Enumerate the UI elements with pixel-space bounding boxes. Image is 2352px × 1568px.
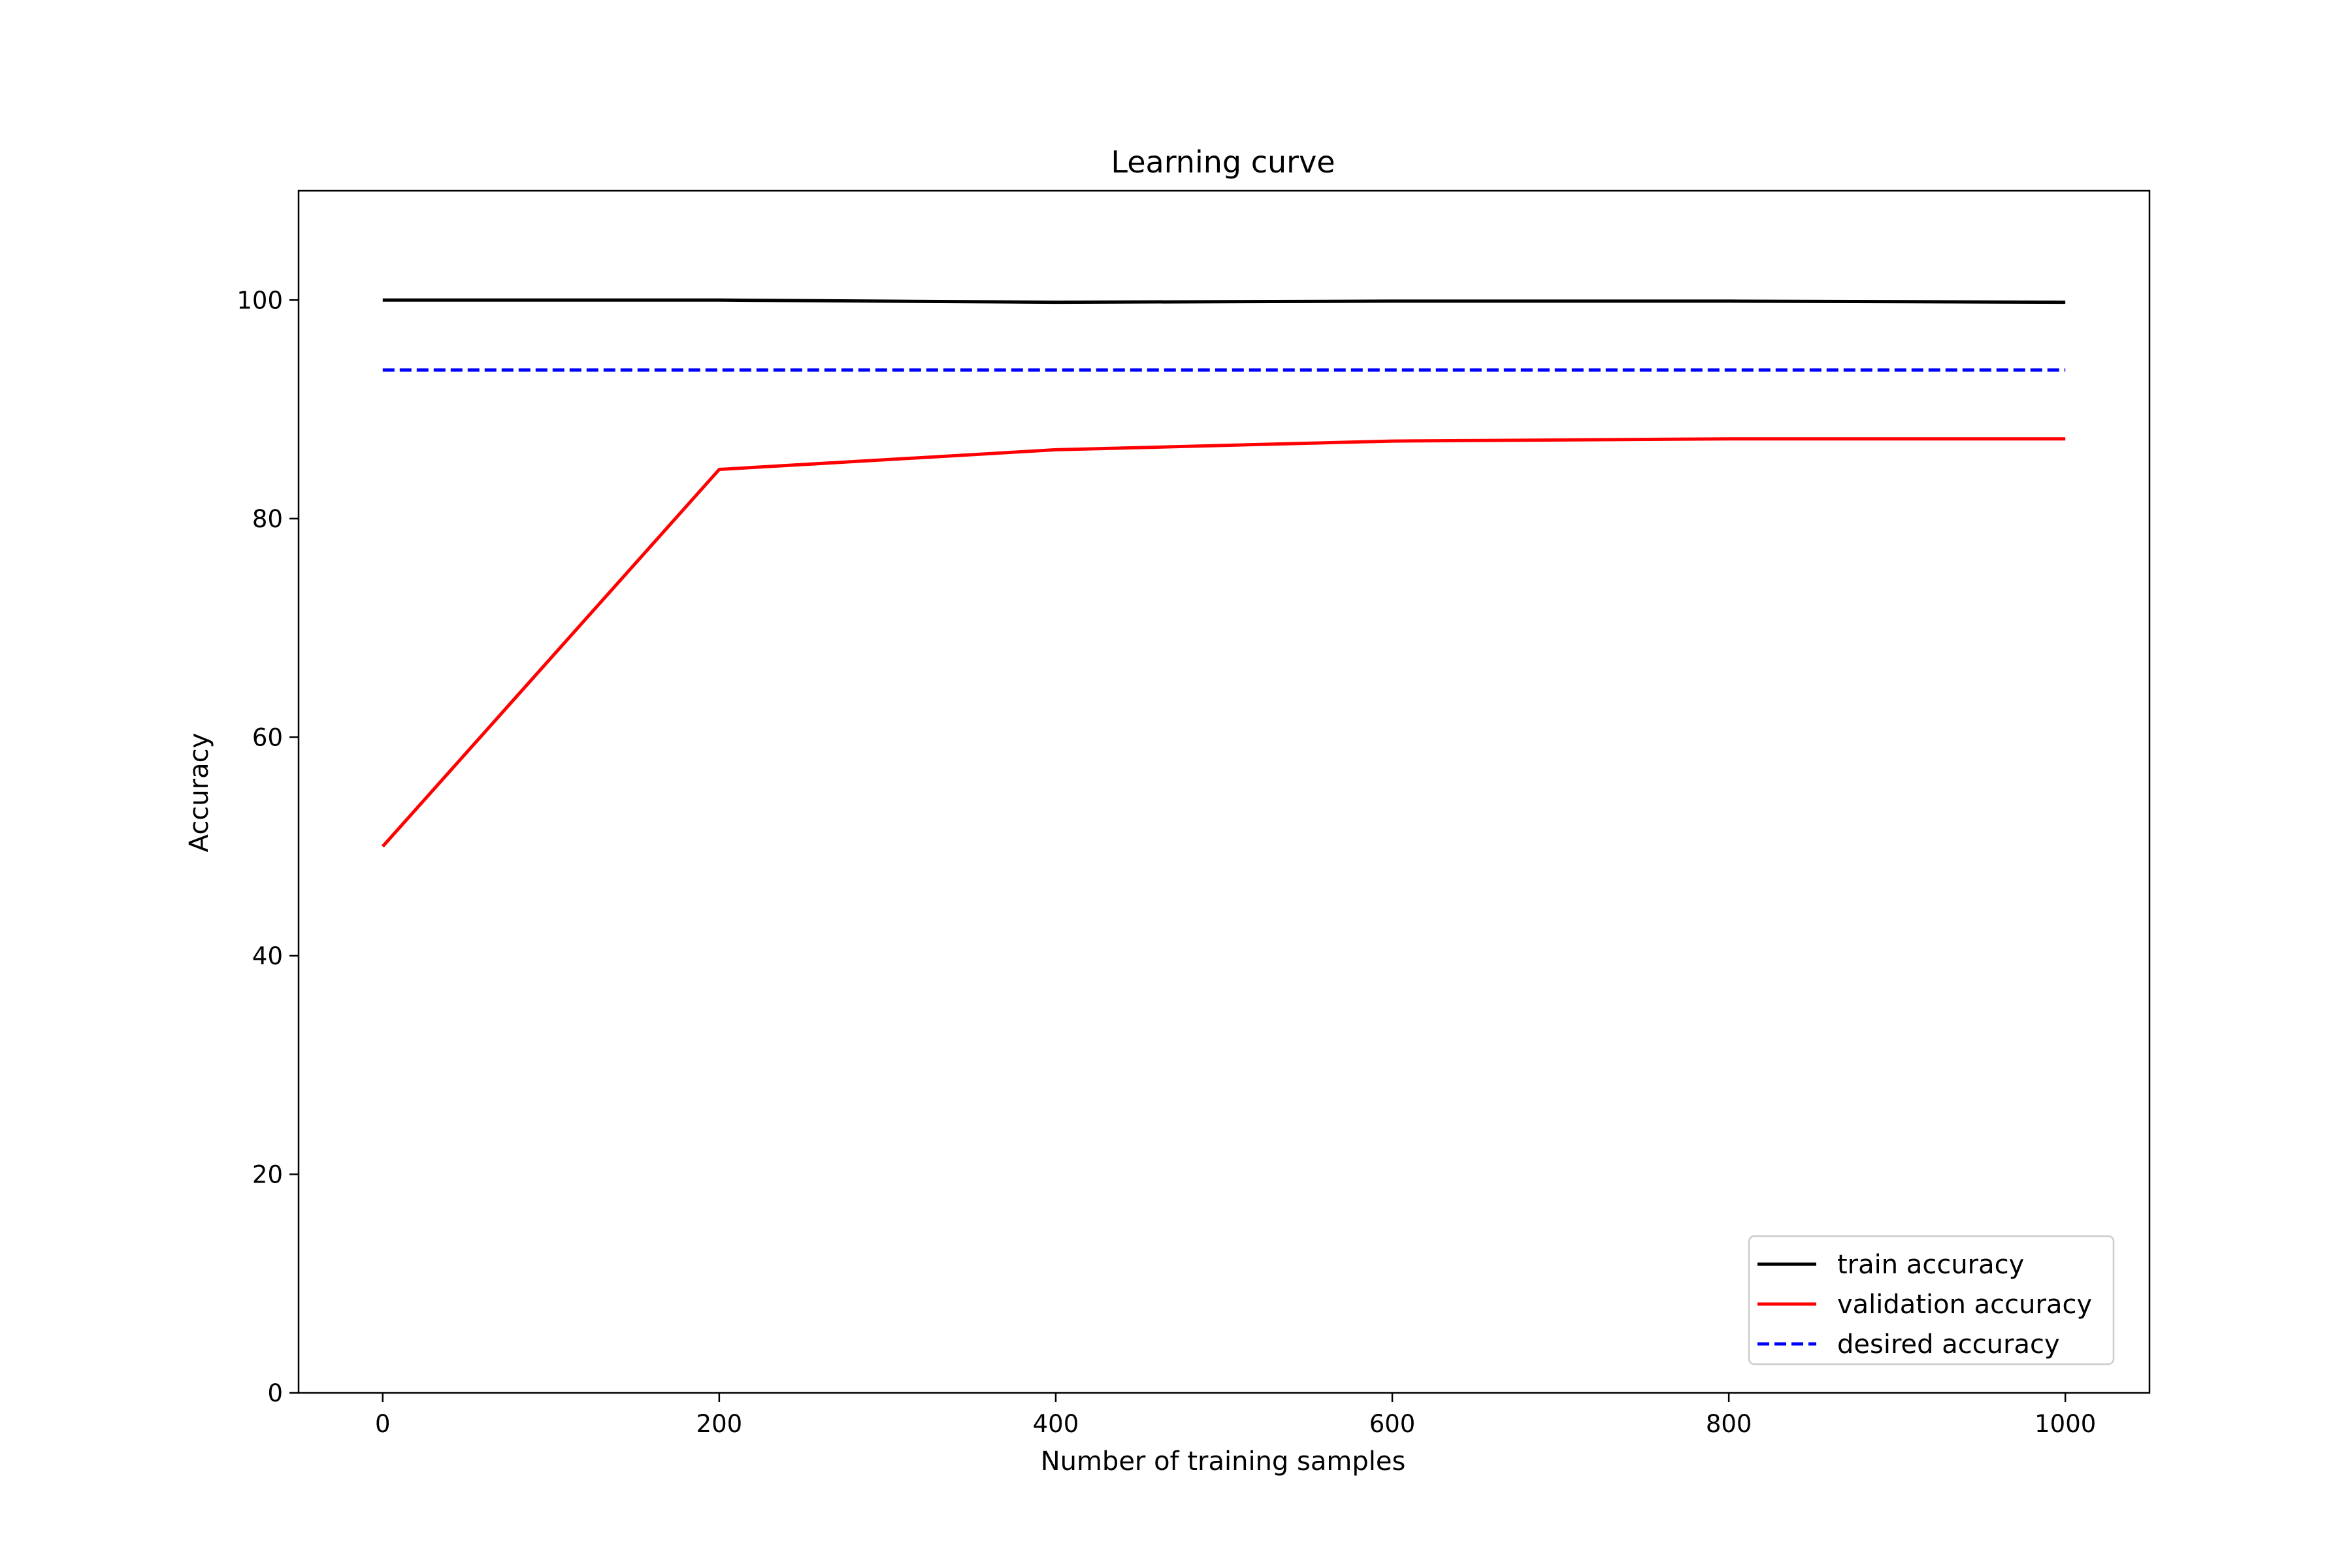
x-tick-label: 1000 (2034, 1410, 2096, 1438)
series-line-train-accuracy (382, 298, 2066, 304)
y-tick-label: 40 (252, 942, 283, 970)
legend-entry-label: train accuracy (1837, 1250, 2024, 1280)
x-axis-ticks: 0 200 400 600 800 1000 (375, 1393, 2096, 1438)
x-tick-label: 600 (1369, 1410, 1416, 1438)
legend-box (1748, 1235, 2115, 1365)
x-tick-label: 400 (1033, 1410, 1079, 1438)
x-tick-label: 0 (375, 1410, 391, 1438)
series-layer (381, 298, 2066, 848)
y-tick-label: 80 (252, 505, 283, 533)
y-tick-label: 100 (237, 286, 283, 314)
x-tick-label: 800 (1706, 1410, 1752, 1438)
plot-area-frame (297, 189, 2151, 1394)
legend-entry-label: desired accuracy (1837, 1330, 2060, 1360)
x-tick-label: 200 (696, 1410, 743, 1438)
series-line-validation-accuracy (381, 437, 2066, 848)
legend: train accuracy validation accuracy desired… (1748, 1235, 2115, 1365)
y-axis-label: Accuracy (184, 733, 214, 853)
x-axis-label: Number of training samples (1041, 1446, 1406, 1477)
y-tick-label: 20 (252, 1160, 283, 1188)
y-tick-label: 60 (252, 723, 283, 751)
y-axis-ticks: 0 20 40 60 80 100 (237, 286, 299, 1407)
y-tick-label: 0 (267, 1379, 283, 1407)
legend-entry-label: validation accuracy (1837, 1290, 2092, 1320)
chart-title: Learning curve (1111, 144, 1335, 180)
